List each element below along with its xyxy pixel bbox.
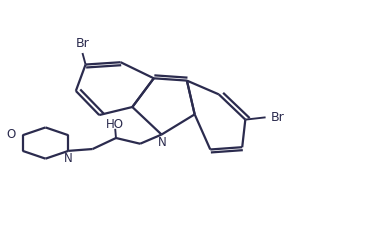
Text: N: N — [158, 136, 167, 149]
Text: Br: Br — [75, 37, 90, 50]
Text: HO: HO — [106, 118, 124, 131]
Text: O: O — [6, 128, 16, 141]
Text: N: N — [64, 152, 73, 165]
Text: Br: Br — [271, 111, 284, 124]
